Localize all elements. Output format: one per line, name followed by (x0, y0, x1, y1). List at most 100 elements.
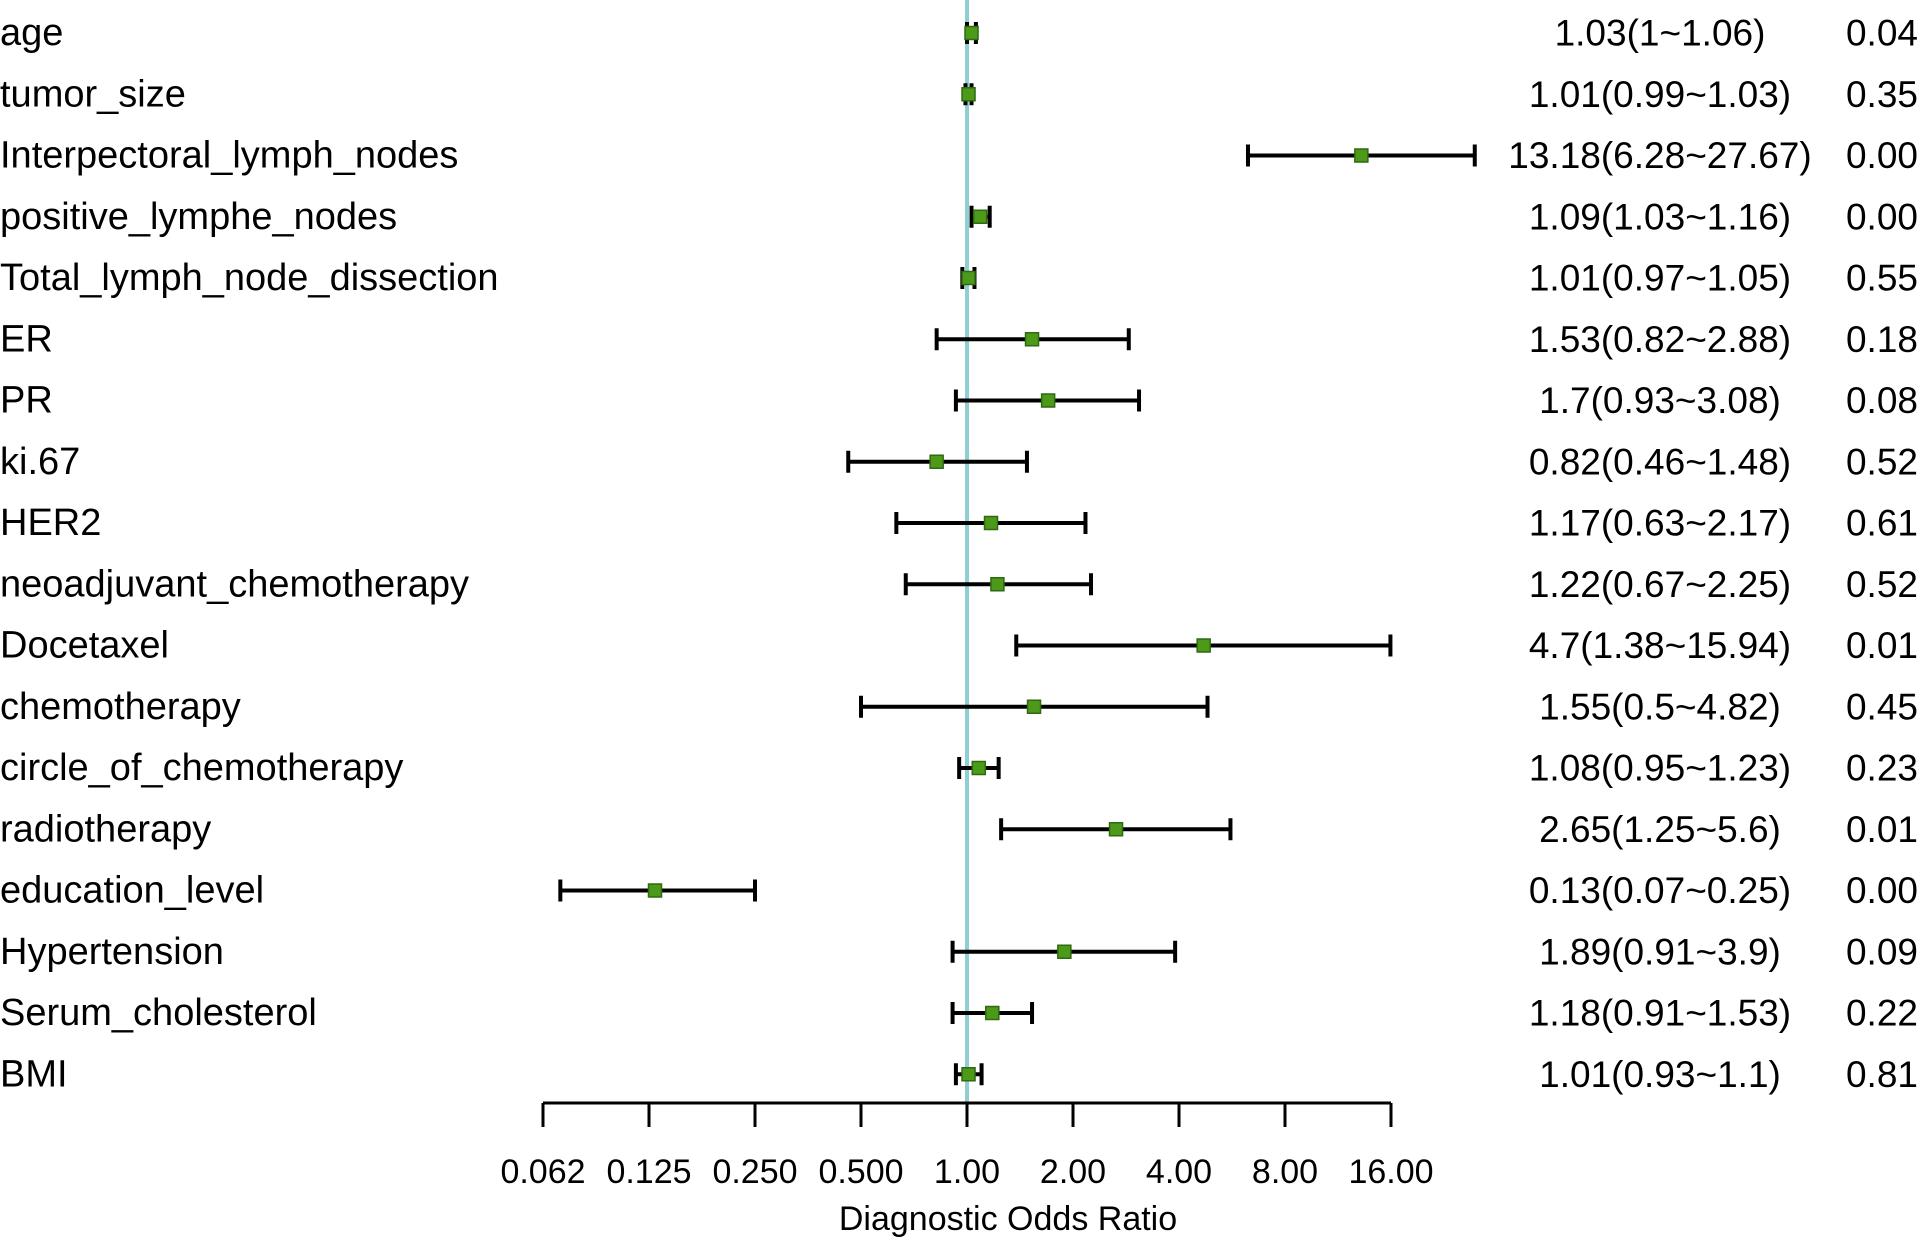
or-marker (990, 577, 1005, 592)
or-marker (1108, 822, 1124, 837)
forest-row: tumor_size 1.01(0.99~1.03) 0.35 (0, 73, 1918, 115)
or-ci-text: 0.13(0.07~0.25) (1529, 870, 1791, 911)
or-marker (647, 883, 663, 898)
forest-row: positive_lymphe_nodes 1.09(1.03~1.16) 0.00 (0, 196, 1918, 238)
p-value-text: 0.01 (1846, 809, 1918, 850)
forest-row: radiotherapy 2.65(1.25~5.6) 0.01 (0, 808, 1918, 850)
forest-row: age 1.03(1~1.06) 0.04 (0, 12, 1918, 54)
row-label: age (0, 12, 63, 54)
p-value-text: 0.52 (1846, 564, 1918, 605)
or-ci-text: 1.01(0.99~1.03) (1529, 74, 1791, 115)
or-marker (1026, 699, 1042, 714)
row-label: BMI (0, 1053, 68, 1095)
or-ci-text: 0.82(0.46~1.48) (1529, 441, 1791, 482)
or-marker (961, 1067, 976, 1082)
or-ci-text: 1.17(0.63~2.17) (1529, 503, 1791, 544)
row-label: Hypertension (0, 931, 224, 973)
or-ci-text: 1.7(0.93~3.08) (1539, 380, 1781, 421)
p-value-text: 0.22 (1846, 993, 1918, 1034)
p-value-text: 0.55 (1846, 258, 1918, 299)
row-label: Serum_cholesterol (0, 992, 317, 1034)
p-value-text: 0.01 (1846, 625, 1918, 666)
x-tick-label: 0.125 (606, 1153, 691, 1191)
x-tick-label: 0.250 (712, 1153, 797, 1191)
row-label: tumor_size (0, 73, 186, 115)
row-label: chemotherapy (0, 686, 241, 728)
or-marker (964, 25, 979, 41)
p-value-text: 0.04 (1846, 13, 1918, 54)
forest-row: neoadjuvant_chemotherapy 1.22(0.67~2.25) 0… (0, 563, 1918, 605)
p-value-text: 0.45 (1846, 686, 1918, 727)
or-ci-text: 1.89(0.91~3.9) (1539, 931, 1781, 972)
or-ci-text: 1.03(1~1.06) (1555, 13, 1766, 54)
x-tick-label: 1.00 (934, 1153, 1000, 1191)
row-label: radiotherapy (0, 808, 211, 850)
forest-row: Interpectoral_lymph_nodes 13.18(6.28~27.6… (0, 135, 1918, 177)
p-value-text: 0.61 (1846, 503, 1918, 544)
forest-row: circle_of_chemotherapy 1.08(0.95~1.23) 0.2… (0, 747, 1918, 789)
or-ci-text: 1.08(0.95~1.23) (1529, 748, 1791, 789)
x-tick-label: 16.00 (1348, 1153, 1433, 1191)
forest-row: ER 1.53(0.82~2.88) 0.18 (0, 318, 1918, 360)
or-marker (1354, 148, 1369, 163)
row-label: Total_lymph_node_dissection (0, 257, 499, 299)
row-label: ki.67 (0, 441, 80, 483)
forest-row: ki.67 0.82(0.46~1.48) 0.52 (0, 441, 1918, 483)
or-marker (929, 454, 944, 469)
row-label: positive_lymphe_nodes (0, 196, 397, 238)
or-marker (1040, 393, 1056, 408)
x-axis: 0.062 0.125 0.250 0.500 1.00 2.00 4.00 8.00 16.0… (500, 1101, 1434, 1191)
row-label: education_level (0, 870, 264, 912)
x-tick-label: 8.00 (1252, 1153, 1318, 1191)
forest-row: BMI 1.01(0.93~1.1) 0.81 (0, 1053, 1918, 1095)
row-label: circle_of_chemotherapy (0, 747, 403, 789)
or-marker (1024, 332, 1040, 347)
or-ci-text: 1.09(1.03~1.16) (1529, 196, 1791, 237)
p-value-text: 0.00 (1846, 870, 1918, 911)
p-value-text: 0.52 (1846, 441, 1918, 482)
or-ci-text: 1.01(0.93~1.1) (1539, 1054, 1781, 1095)
row-label: neoadjuvant_chemotherapy (0, 563, 469, 605)
or-marker (972, 209, 988, 224)
row-label: Docetaxel (0, 625, 169, 667)
or-marker (971, 760, 987, 776)
forest-row: PR 1.7(0.93~3.08) 0.08 (0, 380, 1918, 422)
x-tick-label: 2.00 (1040, 1153, 1106, 1191)
or-marker (961, 87, 976, 102)
p-value-text: 0.35 (1846, 74, 1918, 115)
or-ci-text: 13.18(6.28~27.67) (1508, 135, 1811, 176)
or-ci-text: 2.65(1.25~5.6) (1539, 809, 1781, 850)
or-ci-text: 4.7(1.38~15.94) (1529, 625, 1791, 666)
p-value-text: 0.23 (1846, 748, 1918, 789)
forest-row: Docetaxel 4.7(1.38~15.94) 0.01 (0, 625, 1918, 667)
row-label: Interpectoral_lymph_nodes (0, 135, 458, 177)
or-marker (961, 270, 976, 286)
x-tick-label: 4.00 (1146, 1153, 1212, 1191)
p-value-text: 0.81 (1846, 1054, 1918, 1095)
forest-row: HER2 1.17(0.63~2.17) 0.61 (0, 502, 1918, 544)
p-value-text: 0.18 (1846, 319, 1918, 360)
or-marker (985, 1005, 1000, 1021)
or-ci-text: 1.53(0.82~2.88) (1529, 319, 1791, 360)
x-axis-title: Diagnostic Odds Ratio (839, 1200, 1177, 1237)
or-ci-text: 1.55(0.5~4.82) (1539, 686, 1781, 727)
p-value-text: 0.00 (1846, 196, 1918, 237)
forest-row: education_level 0.13(0.07~0.25) 0.00 (0, 870, 1918, 912)
or-ci-text: 1.22(0.67~2.25) (1529, 564, 1791, 605)
or-ci-text: 1.01(0.97~1.05) (1529, 258, 1791, 299)
forest-row: Hypertension 1.89(0.91~3.9) 0.09 (0, 931, 1918, 973)
x-tick-label: 0.062 (500, 1153, 585, 1191)
row-label: HER2 (0, 502, 101, 544)
row-label: ER (0, 318, 53, 360)
p-value-text: 0.09 (1846, 931, 1918, 972)
or-marker (1196, 638, 1211, 653)
rows-layer: age 1.03(1~1.06) 0.04 tumor_size 1.01(0.99~1… (0, 12, 1918, 1095)
p-value-text: 0.00 (1846, 135, 1918, 176)
or-ci-text: 1.18(0.91~1.53) (1529, 993, 1791, 1034)
or-marker (983, 515, 999, 531)
or-marker (1057, 944, 1072, 959)
row-label: PR (0, 380, 53, 422)
p-value-text: 0.08 (1846, 380, 1918, 421)
forest-row: Serum_cholesterol 1.18(0.91~1.53) 0.22 (0, 992, 1918, 1034)
